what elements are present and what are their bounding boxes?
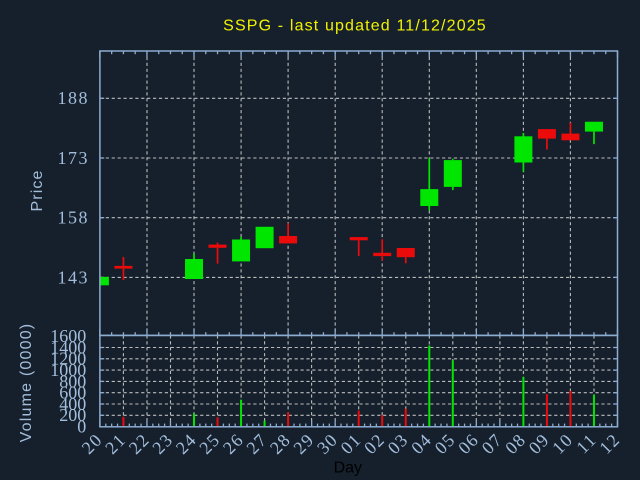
svg-text:600: 600 bbox=[59, 383, 86, 403]
svg-text:1400: 1400 bbox=[50, 337, 86, 357]
svg-text:173: 173 bbox=[58, 148, 90, 168]
svg-text:800: 800 bbox=[59, 371, 86, 391]
svg-text:400: 400 bbox=[59, 394, 86, 414]
svg-text:0: 0 bbox=[77, 417, 86, 437]
svg-text:SSPG - last updated 11/12/2025: SSPG - last updated 11/12/2025 bbox=[223, 18, 487, 35]
svg-text:Day: Day bbox=[334, 459, 362, 476]
svg-text:Price: Price bbox=[29, 170, 46, 212]
svg-text:143: 143 bbox=[58, 267, 90, 287]
svg-text:200: 200 bbox=[59, 405, 86, 425]
svg-text:1000: 1000 bbox=[50, 360, 86, 380]
svg-text:1200: 1200 bbox=[50, 349, 86, 369]
svg-text:158: 158 bbox=[58, 208, 90, 228]
svg-text:Volume (0000): Volume (0000) bbox=[18, 323, 35, 443]
svg-text:1600: 1600 bbox=[50, 326, 86, 346]
svg-text:188: 188 bbox=[58, 88, 90, 108]
